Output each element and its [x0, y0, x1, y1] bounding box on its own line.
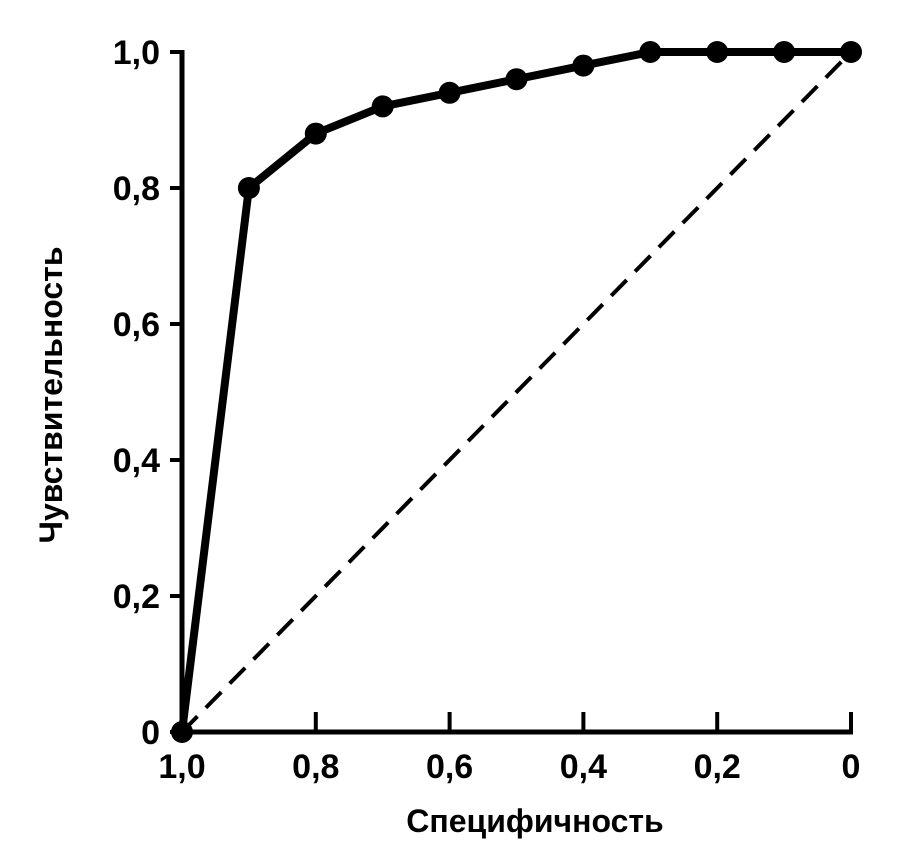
roc-point [438, 81, 461, 104]
x-tick-label: 1,0 [158, 748, 205, 786]
series-layer [171, 41, 862, 743]
roc-point [773, 41, 796, 63]
roc-point [639, 41, 662, 63]
roc-point [237, 177, 260, 199]
x-tick-label: 0,4 [560, 748, 607, 786]
roc-point [304, 122, 327, 145]
x-axis-title: Специфичность [406, 803, 663, 839]
x-tick-label: 0,6 [426, 748, 473, 786]
roc-point [505, 68, 528, 91]
y-tick-label: 0,6 [113, 306, 160, 344]
reference-diagonal-line [180, 50, 853, 734]
y-tick-label: 0 [141, 714, 160, 752]
roc-point [706, 41, 729, 63]
x-tick-label: 0,8 [292, 748, 339, 786]
y-tick-label: 0,8 [113, 170, 160, 208]
roc-point [171, 721, 193, 743]
roc-point [371, 95, 394, 118]
x-tick-label: 0,2 [694, 748, 741, 786]
y-tick-label: 1,0 [113, 34, 160, 72]
x-tick-label: 0 [842, 748, 861, 786]
y-tick-label: 0,4 [113, 442, 160, 480]
roc-point [572, 54, 595, 77]
labels-layer: 0 0,2 0,4 0,6 0,8 1,0 1,0 0,8 0,6 0,4 0,2 0 [113, 34, 861, 786]
roc-point [840, 41, 862, 63]
axes-layer [170, 50, 853, 735]
y-tick-label: 0,2 [113, 578, 160, 616]
y-axis-title: Чувствительность [33, 246, 69, 543]
reference-layer [180, 50, 853, 734]
